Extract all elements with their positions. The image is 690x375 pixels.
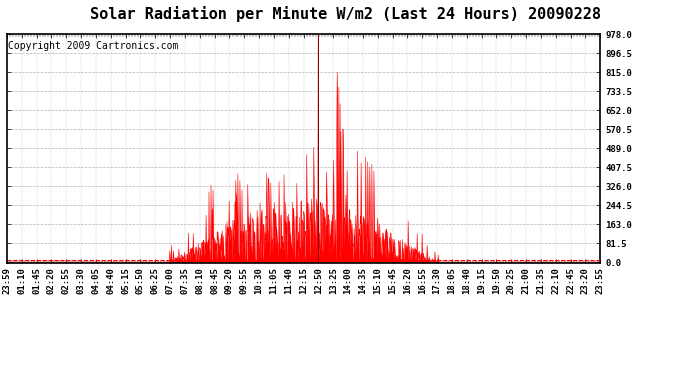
Text: Copyright 2009 Cartronics.com: Copyright 2009 Cartronics.com <box>8 40 179 51</box>
Text: Solar Radiation per Minute W/m2 (Last 24 Hours) 20090228: Solar Radiation per Minute W/m2 (Last 24… <box>90 6 600 22</box>
